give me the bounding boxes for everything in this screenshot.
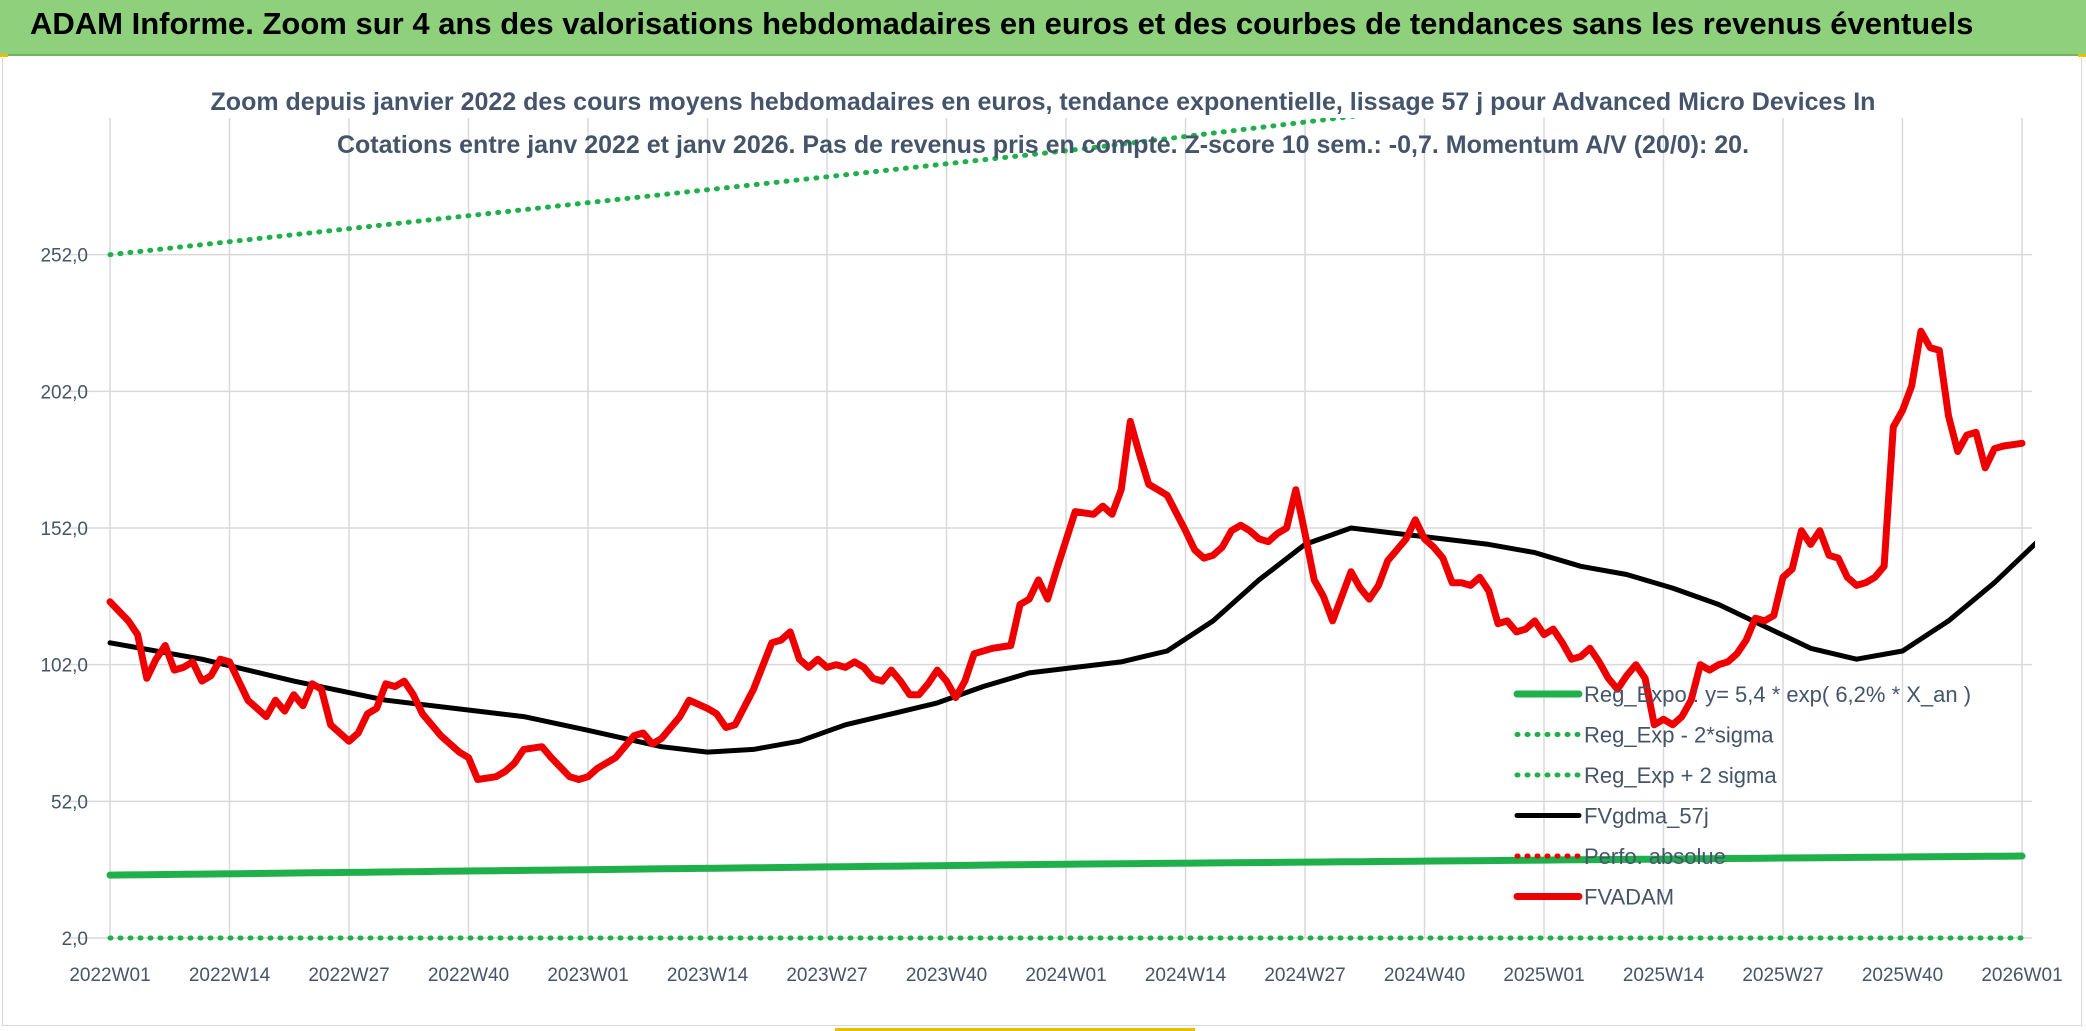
x-tick-label: 2023W40 bbox=[906, 965, 987, 986]
legend-label: Perfo. absolue bbox=[1584, 844, 1726, 869]
chart-title-line2: Cotations entre janv 2022 et janv 2026. … bbox=[337, 131, 1749, 159]
y-tick-label: 2,0 bbox=[62, 929, 88, 950]
legend-label: FVADAM bbox=[1584, 885, 1674, 910]
chart-title-line1: Zoom depuis janvier 2022 des cours moyen… bbox=[211, 88, 1876, 116]
y-tick-label: 52,0 bbox=[51, 792, 88, 813]
x-tick-label: 2026W01 bbox=[1981, 965, 2062, 986]
x-tick-label: 2024W40 bbox=[1384, 965, 1465, 986]
x-tick-label: 2023W01 bbox=[547, 965, 628, 986]
y-tick-label: 152,0 bbox=[40, 519, 88, 540]
x-tick-label: 2022W40 bbox=[428, 965, 509, 986]
corner-accent-right bbox=[2078, 54, 2086, 57]
x-tick-label: 2025W01 bbox=[1503, 965, 1584, 986]
x-tick-label: 2024W14 bbox=[1145, 965, 1227, 986]
series-line-2 bbox=[107, 118, 1361, 258]
series-line-0 bbox=[106, 852, 2026, 879]
y-tick-label: 202,0 bbox=[40, 382, 88, 403]
x-tick-label: 2023W27 bbox=[786, 965, 867, 986]
x-tick-label: 2022W27 bbox=[308, 965, 389, 986]
x-tick-label: 2025W40 bbox=[1862, 965, 1943, 986]
legend-label: FVgdma_57j bbox=[1584, 804, 1709, 829]
report-title: ADAM Informe. Zoom sur 4 ans des valoris… bbox=[30, 6, 1974, 41]
x-tick-label: 2024W27 bbox=[1264, 965, 1345, 986]
x-tick-label: 2025W14 bbox=[1623, 965, 1705, 986]
legend-label: Reg_Exp - 2*sigma bbox=[1584, 723, 1774, 748]
bottom-accent bbox=[835, 1028, 1195, 1031]
series-line-5 bbox=[106, 327, 2026, 783]
legend-label: Reg_Exp + 2 sigma bbox=[1584, 763, 1777, 788]
y-tick-label: 252,0 bbox=[40, 246, 88, 267]
report-banner: ADAM Informe. Zoom sur 4 ans des valoris… bbox=[0, 0, 2086, 56]
series-layer bbox=[106, 118, 2035, 941]
corner-accent-left bbox=[0, 54, 8, 57]
x-tick-label: 2023W14 bbox=[667, 965, 749, 986]
chart-frame bbox=[2, 56, 2082, 1026]
x-tick-label: 2022W01 bbox=[69, 965, 150, 986]
x-tick-label: 2022W14 bbox=[189, 965, 271, 986]
legend: Reg_Expo : y= 5,4 * exp( 6,2% * X_an ) Re… bbox=[1513, 682, 1971, 910]
x-axis: 2022W01 2022W14 2022W27 2022W40 2023W01 2023W… bbox=[69, 965, 2062, 986]
grid-lines bbox=[68, 118, 2032, 939]
y-tick-label: 102,0 bbox=[40, 656, 88, 677]
y-axis: 2,0 52,0 102,0 152,0 202,0 252,0 bbox=[40, 246, 88, 950]
x-tick-label: 2025W27 bbox=[1742, 965, 1823, 986]
x-tick-label: 2024W01 bbox=[1025, 965, 1106, 986]
legend-label: Reg_Expo : y= 5,4 * exp( 6,2% * X_an ) bbox=[1584, 682, 1971, 707]
